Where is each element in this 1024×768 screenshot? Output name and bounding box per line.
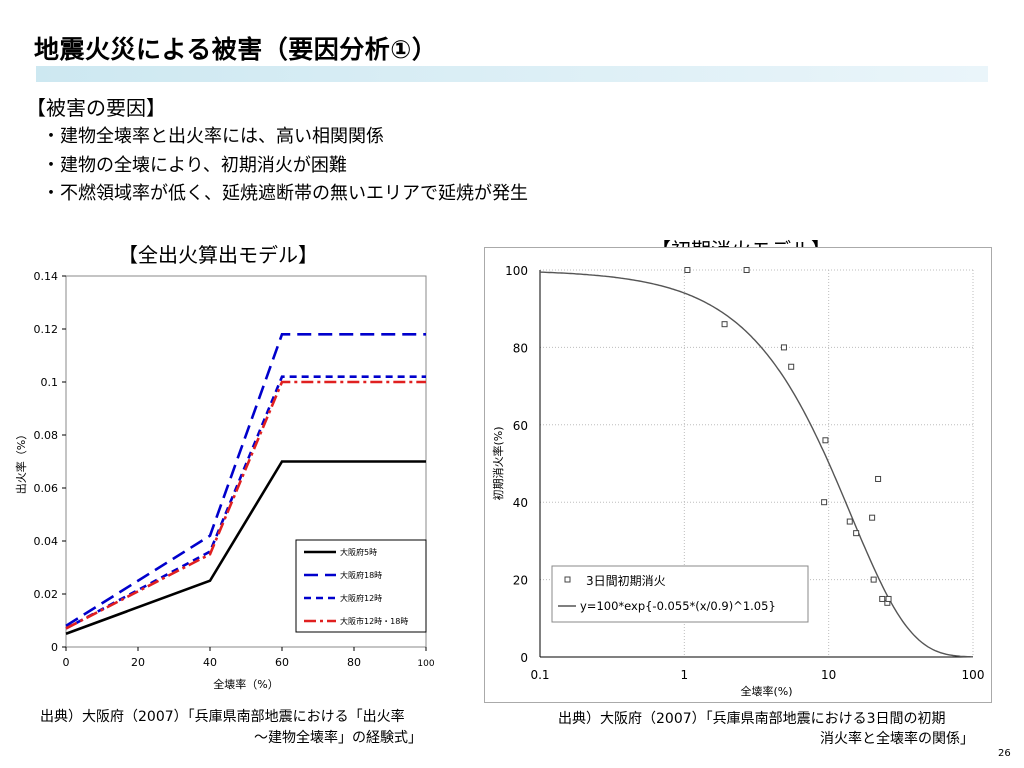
- data-point: [821, 499, 828, 506]
- y-tick-label: 100: [505, 264, 528, 278]
- y-axis-label: 出火率（%）: [14, 429, 28, 494]
- legend-box: [551, 565, 809, 623]
- x-tick-label: 100: [417, 659, 434, 669]
- right-source-line-1: 出典）大阪府（2007）「兵庫県南部地震における3日間の初期: [558, 711, 946, 727]
- bullet-item: ・建物の全壊により、初期消火が困難: [42, 155, 347, 176]
- series-line: [65, 460, 426, 635]
- x-tick-label: 0: [63, 656, 70, 669]
- data-point: [870, 576, 877, 583]
- series-line: [65, 375, 426, 630]
- x-tick-label: 10: [821, 668, 836, 682]
- x-tick-label: 80: [347, 656, 361, 669]
- data-point: [853, 530, 860, 537]
- x-tick-label: 0.1: [530, 668, 549, 682]
- slide-title: 地震火災による被害（要因分析①）: [34, 35, 438, 64]
- title-underline-bar: [36, 66, 988, 82]
- left-source-line-2: ～建物全壊率」の経験式」: [254, 730, 422, 746]
- y-tick-label: 0.14: [34, 270, 59, 283]
- x-tick-label: 20: [131, 656, 145, 669]
- left-chart-heading: 【全出火算出モデル】: [118, 243, 318, 267]
- data-point: [879, 595, 886, 602]
- page-number: 26: [998, 748, 1011, 759]
- y-tick-label: 60: [513, 419, 528, 433]
- data-point: [822, 437, 829, 444]
- left-source-line-1: 出典）大阪府（2007）「兵庫県南部地震における「出火率: [40, 709, 405, 725]
- legend-label: 大阪府5時: [340, 547, 377, 557]
- legend-marker: [564, 576, 571, 583]
- data-point: [780, 344, 787, 351]
- initial-extinguishing-model-chart: 0 20 40 60 80 100 0.1 1 10 100 全壊率(%) 初期消火率(%) 3日間初期…: [484, 247, 992, 703]
- data-point: [869, 514, 876, 521]
- x-axis-label: 全壊率（%）: [213, 677, 278, 691]
- right-source-line-2: 消火率と全壊率の関係」: [820, 731, 974, 747]
- legend-label: 3日間初期消火: [586, 574, 666, 588]
- bullet-item: ・不燃領域率が低く、延焼遮断帯の無いエリアで延焼が発生: [42, 183, 528, 204]
- y-tick-label: 0.1: [41, 376, 59, 389]
- y-tick-label: 80: [513, 341, 528, 355]
- x-tick-label: 40: [203, 656, 217, 669]
- data-point: [684, 267, 691, 273]
- data-point: [885, 595, 892, 602]
- y-tick-label: 20: [513, 574, 528, 588]
- chart-frame: [484, 247, 992, 703]
- y-tick-label: 0: [520, 651, 528, 665]
- data-point: [846, 518, 853, 525]
- legend-label: 大阪府12時: [340, 593, 382, 603]
- y-tick-label: 40: [513, 496, 528, 510]
- data-point: [788, 363, 795, 370]
- y-tick-label: 0.02: [34, 588, 59, 601]
- y-tick-label: 0.12: [34, 323, 59, 336]
- x-tick-label: 60: [275, 656, 289, 669]
- y-tick-label: 0: [51, 641, 58, 654]
- y-axis-label: 初期消火率(%): [491, 426, 505, 500]
- x-tick-label: 100: [962, 668, 985, 682]
- fire-outbreak-model-chart: 0 0.02 0.04 0.06 0.08 0.1 0.12 0.14 0 20 40 60 80 100…: [14, 270, 435, 691]
- bullet-item: ・建物全壊率と出火率には、高い相関関係: [42, 126, 384, 147]
- cause-heading: 【被害の要因】: [26, 96, 166, 120]
- data-point: [743, 267, 750, 273]
- y-tick-label: 0.08: [34, 429, 59, 442]
- x-tick-label: 1: [681, 668, 689, 682]
- y-tick-label: 0.04: [34, 535, 59, 548]
- y-tick-label: 0.06: [34, 482, 59, 495]
- legend-label: 大阪府18時: [340, 570, 382, 580]
- fit-curve: [539, 271, 973, 658]
- data-point: [875, 475, 882, 482]
- legend-label: y=100*exp{-0.055*(x/0.9)^1.05}: [580, 599, 776, 613]
- series-line: [65, 380, 426, 630]
- series-line: [65, 333, 426, 627]
- data-point: [721, 321, 728, 328]
- x-axis-label: 全壊率(%): [740, 684, 792, 698]
- legend-label: 大阪市12時・18時: [340, 616, 408, 626]
- legend-box: [295, 539, 427, 633]
